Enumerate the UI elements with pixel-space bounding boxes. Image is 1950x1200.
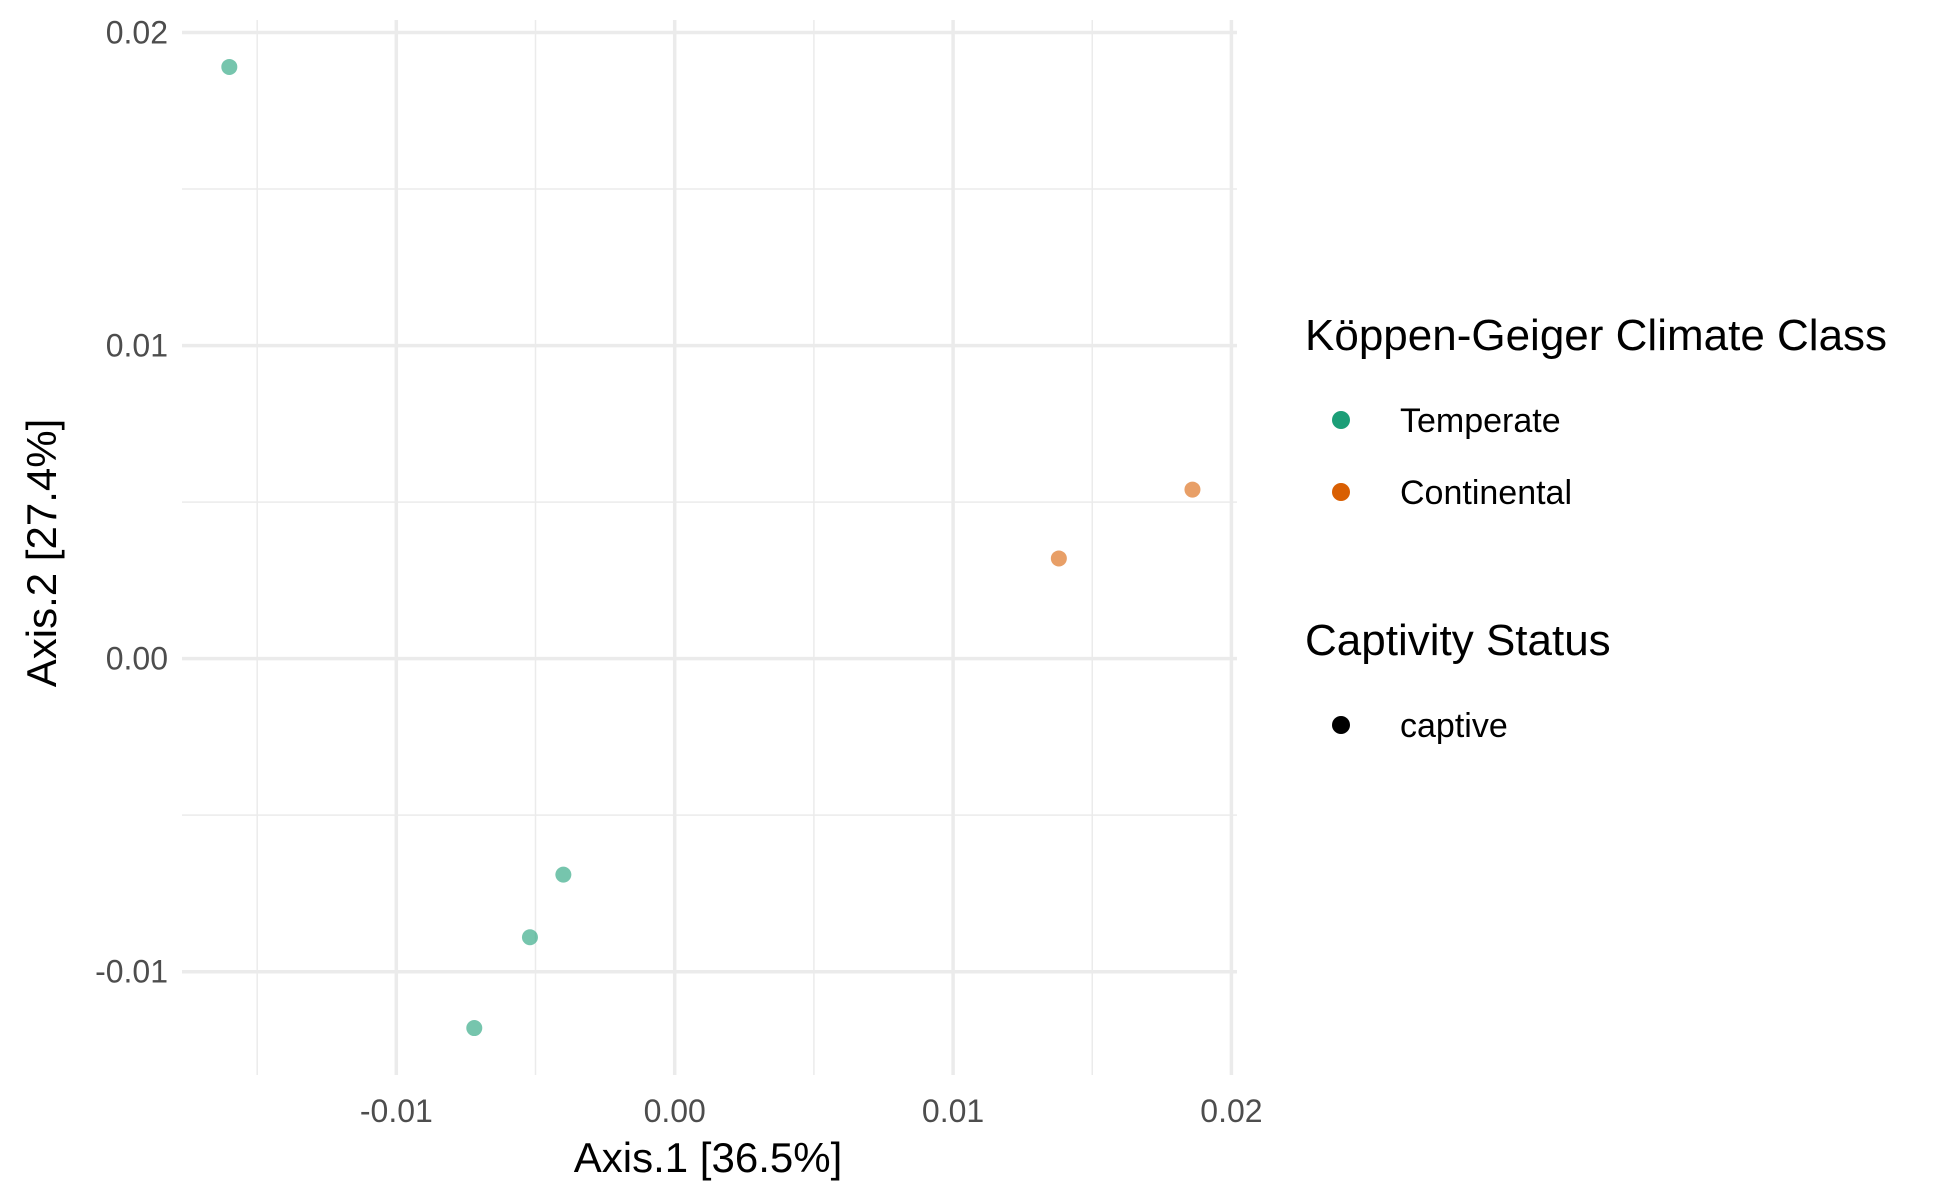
y-tick-label: 0.00	[106, 641, 168, 677]
x-tick-label: -0.01	[360, 1093, 433, 1129]
x-tick-label: 0.02	[1200, 1093, 1262, 1129]
legend-title: Captivity Status	[1305, 616, 1611, 665]
legend-key-captive	[1332, 716, 1350, 734]
tick-layer: -0.01 0.00 0.01 0.02 -0.01 0.00 0.01 0.02	[95, 15, 1263, 1129]
data-point-temperate	[466, 1020, 483, 1037]
y-tick-label: -0.01	[95, 954, 168, 990]
data-point-continental	[1050, 550, 1067, 567]
legend-key-temperate	[1332, 411, 1350, 429]
data-point-temperate	[521, 929, 538, 946]
legend-label: Temperate	[1400, 402, 1561, 440]
y-tick-label: 0.02	[106, 15, 168, 51]
x-tick-label: 0.01	[922, 1093, 984, 1129]
data-point-temperate	[555, 866, 572, 883]
x-axis-title: Axis.1 [36.5%]	[574, 1134, 842, 1181]
legend-key-continental	[1332, 483, 1350, 501]
legend-title: Köppen-Geiger Climate Class	[1305, 311, 1887, 360]
grid-layer	[182, 20, 1237, 1075]
point-layer	[221, 58, 1201, 1037]
legend-label: Continental	[1400, 474, 1572, 512]
x-tick-label: 0.00	[644, 1093, 706, 1129]
legend-label: captive	[1400, 707, 1508, 745]
y-tick-label: 0.01	[106, 328, 168, 364]
data-point-continental	[1184, 481, 1201, 498]
legend-layer: Köppen-Geiger Climate Class Temperate Cont…	[1305, 311, 1887, 745]
y-axis-title: Axis.2 [27.4%]	[18, 419, 65, 687]
data-point-temperate	[221, 58, 238, 75]
